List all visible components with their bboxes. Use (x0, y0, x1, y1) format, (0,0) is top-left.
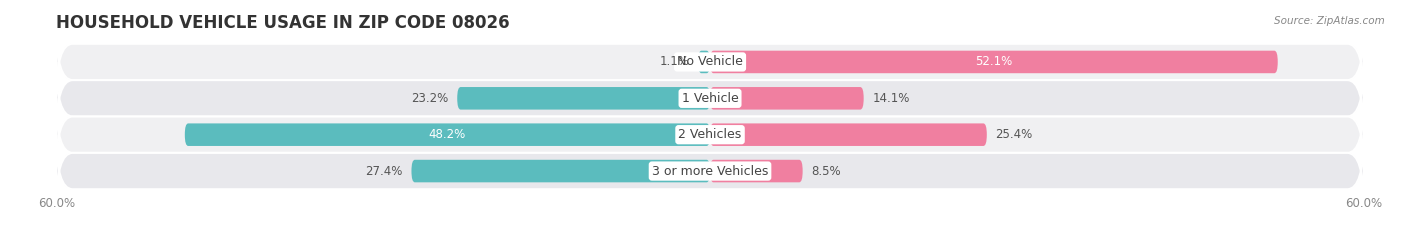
Text: HOUSEHOLD VEHICLE USAGE IN ZIP CODE 08026: HOUSEHOLD VEHICLE USAGE IN ZIP CODE 0802… (56, 14, 510, 32)
FancyBboxPatch shape (56, 62, 1364, 135)
FancyBboxPatch shape (56, 135, 1364, 207)
Text: Source: ZipAtlas.com: Source: ZipAtlas.com (1274, 16, 1385, 26)
Text: 3 or more Vehicles: 3 or more Vehicles (652, 164, 768, 178)
Text: 52.1%: 52.1% (976, 55, 1012, 69)
Text: 2 Vehicles: 2 Vehicles (679, 128, 741, 141)
FancyBboxPatch shape (710, 160, 803, 182)
Text: 1.1%: 1.1% (659, 55, 689, 69)
FancyBboxPatch shape (457, 87, 710, 110)
Text: 27.4%: 27.4% (366, 164, 402, 178)
Text: 48.2%: 48.2% (429, 128, 465, 141)
FancyBboxPatch shape (412, 160, 710, 182)
Text: 14.1%: 14.1% (872, 92, 910, 105)
Text: 23.2%: 23.2% (412, 92, 449, 105)
FancyBboxPatch shape (56, 26, 1364, 98)
FancyBboxPatch shape (697, 51, 710, 73)
Text: 1 Vehicle: 1 Vehicle (682, 92, 738, 105)
Text: 25.4%: 25.4% (995, 128, 1033, 141)
FancyBboxPatch shape (710, 51, 1278, 73)
FancyBboxPatch shape (184, 123, 710, 146)
FancyBboxPatch shape (710, 87, 863, 110)
Text: 8.5%: 8.5% (811, 164, 841, 178)
FancyBboxPatch shape (56, 98, 1364, 171)
FancyBboxPatch shape (710, 123, 987, 146)
Text: No Vehicle: No Vehicle (678, 55, 742, 69)
